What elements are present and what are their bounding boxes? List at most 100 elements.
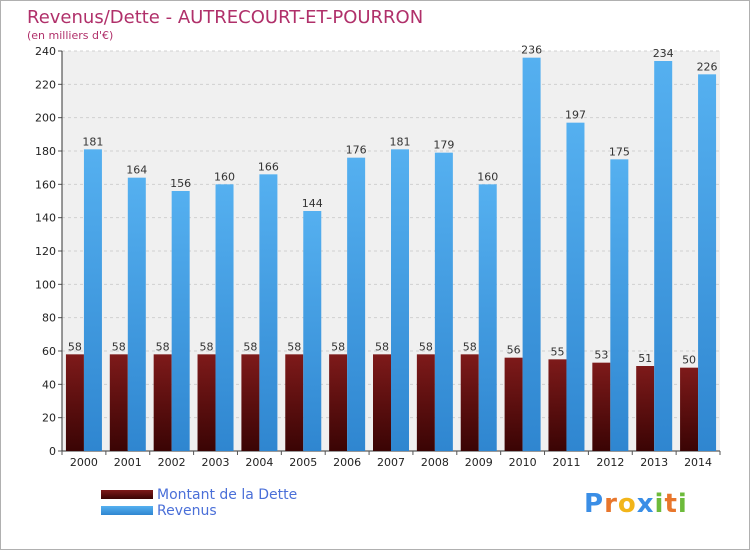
data-label-revenue: 164 bbox=[126, 164, 147, 177]
data-label-debt: 58 bbox=[156, 340, 170, 353]
data-label-revenue: 197 bbox=[565, 109, 586, 122]
bar-revenue bbox=[259, 174, 278, 452]
y-tick-label: 220 bbox=[35, 78, 56, 91]
proxiti-logo: Proxiti bbox=[584, 489, 688, 519]
bar-revenue bbox=[610, 159, 629, 452]
chart-title: Revenus/Dette - AUTRECOURT-ET-POURRON bbox=[27, 7, 424, 28]
data-label-debt: 58 bbox=[112, 340, 126, 353]
y-tick-label: 200 bbox=[35, 112, 56, 125]
bar-revenue bbox=[566, 122, 585, 452]
x-tick-label: 2008 bbox=[421, 456, 449, 469]
x-tick-label: 2014 bbox=[684, 456, 712, 469]
data-label-debt: 58 bbox=[463, 340, 477, 353]
bar-revenue bbox=[654, 61, 673, 451]
x-tick-label: 2010 bbox=[509, 456, 537, 469]
y-tick-label: 100 bbox=[35, 278, 56, 291]
bar-revenue bbox=[303, 211, 322, 451]
x-tick-label: 2013 bbox=[640, 456, 668, 469]
data-label-debt: 58 bbox=[331, 340, 345, 353]
data-label-debt: 51 bbox=[638, 352, 652, 365]
y-tick-label: 0 bbox=[49, 445, 56, 458]
bar-revenue bbox=[522, 57, 541, 452]
bar-revenue bbox=[478, 184, 497, 452]
data-label-revenue: 175 bbox=[609, 145, 630, 158]
legend-swatch-revenue bbox=[101, 506, 153, 515]
x-tick-label: 2009 bbox=[465, 456, 493, 469]
bar-debt bbox=[373, 354, 391, 451]
bar-debt bbox=[197, 354, 216, 451]
data-label-debt: 53 bbox=[594, 349, 608, 362]
bar-revenue bbox=[434, 152, 453, 451]
data-label-debt: 58 bbox=[243, 340, 257, 353]
data-label-debt: 58 bbox=[287, 340, 301, 353]
x-tick-label: 2003 bbox=[202, 456, 230, 469]
data-label-revenue: 236 bbox=[521, 44, 542, 57]
bar-debt bbox=[109, 354, 128, 451]
x-tick-label: 2006 bbox=[333, 456, 361, 469]
bar-debt bbox=[285, 354, 304, 451]
data-label-revenue: 144 bbox=[302, 197, 323, 210]
data-label-debt: 56 bbox=[507, 344, 521, 357]
bar-debt bbox=[680, 367, 699, 451]
y-tick-label: 160 bbox=[35, 178, 56, 191]
y-tick-label: 60 bbox=[42, 345, 56, 358]
logo-letter: r bbox=[604, 489, 618, 519]
data-label-debt: 58 bbox=[375, 340, 389, 353]
bar-revenue bbox=[127, 177, 146, 451]
y-tick-label: 40 bbox=[42, 378, 56, 391]
data-label-revenue: 226 bbox=[697, 60, 718, 73]
bar-revenue bbox=[83, 149, 102, 452]
data-label-debt: 58 bbox=[68, 340, 82, 353]
legend-label-debt: Montant de la Dette bbox=[157, 487, 298, 503]
x-tick-label: 2011 bbox=[552, 456, 580, 469]
data-label-debt: 55 bbox=[550, 345, 564, 358]
legend-swatch-debt bbox=[101, 490, 153, 499]
bar-debt bbox=[416, 354, 435, 451]
y-tick-label: 140 bbox=[35, 212, 56, 225]
bar-revenue bbox=[171, 191, 190, 451]
data-label-revenue: 156 bbox=[170, 177, 191, 190]
data-label-revenue: 160 bbox=[214, 170, 235, 183]
data-label-revenue: 176 bbox=[346, 144, 367, 157]
logo-letter: i bbox=[677, 489, 688, 519]
logo-letter: i bbox=[654, 489, 665, 519]
data-label-revenue: 160 bbox=[477, 170, 498, 183]
x-tick-label: 2000 bbox=[70, 456, 98, 469]
bar-debt bbox=[460, 354, 479, 451]
x-tick-label: 2002 bbox=[158, 456, 186, 469]
x-tick-label: 2012 bbox=[596, 456, 624, 469]
x-tick-label: 2004 bbox=[245, 456, 273, 469]
bar-debt bbox=[329, 354, 348, 451]
chart-subtitle: (en milliers d'€) bbox=[27, 29, 114, 42]
data-label-debt: 50 bbox=[682, 354, 696, 367]
bar-debt bbox=[65, 354, 84, 451]
y-tick-label: 180 bbox=[35, 145, 56, 158]
bar-revenue bbox=[215, 184, 234, 452]
legend-label-revenue: Revenus bbox=[157, 503, 217, 519]
logo-letter: P bbox=[584, 489, 605, 519]
x-tick-label: 2007 bbox=[377, 456, 405, 469]
data-label-revenue: 181 bbox=[82, 135, 103, 148]
bar-revenue bbox=[391, 149, 409, 452]
data-label-debt: 58 bbox=[200, 340, 214, 353]
bar-debt bbox=[636, 366, 655, 451]
data-label-revenue: 179 bbox=[433, 139, 454, 152]
logo-letter: t bbox=[664, 489, 678, 519]
y-tick-label: 240 bbox=[35, 45, 56, 58]
data-label-debt: 58 bbox=[419, 340, 433, 353]
data-label-revenue: 181 bbox=[390, 135, 411, 148]
bar-debt bbox=[153, 354, 172, 451]
x-tick-label: 2001 bbox=[114, 456, 142, 469]
bar-debt bbox=[592, 362, 611, 451]
bar-debt bbox=[548, 359, 567, 451]
bar-revenue bbox=[347, 157, 366, 451]
bar-revenue bbox=[698, 74, 717, 451]
data-label-revenue: 234 bbox=[653, 47, 674, 60]
bar-debt bbox=[504, 357, 523, 451]
logo-letter: x bbox=[636, 489, 655, 519]
x-tick-label: 2005 bbox=[289, 456, 317, 469]
y-tick-label: 80 bbox=[42, 312, 56, 325]
logo-letter: o bbox=[617, 489, 637, 519]
